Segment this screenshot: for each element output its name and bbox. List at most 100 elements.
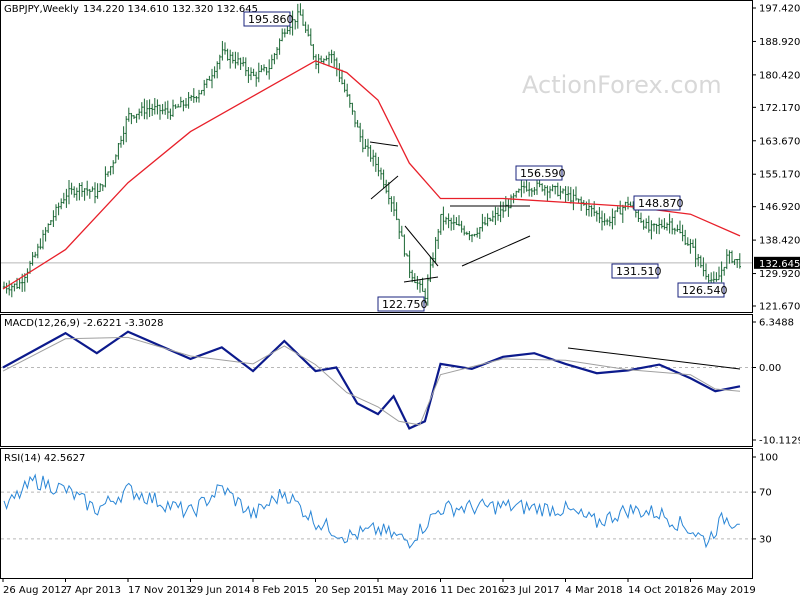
price-bar [23,273,26,292]
price-bar [343,79,346,93]
price-bar [273,52,276,65]
price-bar [382,169,385,189]
price-bar [392,196,396,217]
price-bar [671,218,674,235]
price-bar [67,179,71,205]
price-bar [5,282,8,294]
price-bar [658,217,661,235]
price-bar [647,215,650,233]
x-tick-label: 4 Mar 2018 [566,585,623,596]
price-bar [291,10,294,36]
price-bar [416,275,419,290]
price-bar [507,199,510,217]
last-price-badge [754,256,800,269]
price-bar [265,67,268,76]
price-bar [572,189,575,211]
macd-signal-line [2,336,741,426]
price-bar [182,99,185,112]
price-bar [49,220,52,226]
price-bar [294,19,297,30]
price-bar [101,184,104,192]
price-bar [424,288,427,304]
price-bar [613,210,617,226]
price-bar [171,99,175,117]
price-bar [405,253,409,257]
price-bar [728,250,731,264]
price-bar [260,64,263,73]
price-bar [83,188,86,201]
price-bar [465,231,468,236]
price-bar [148,99,151,118]
price-bar [312,44,315,60]
price-bar [96,183,99,199]
price-bar [720,261,723,283]
price-bar [359,122,362,143]
price-bar [468,231,471,241]
price-bar [366,138,370,157]
price-bar [221,40,224,61]
price-bar [132,115,136,119]
price-bar [91,186,94,192]
price-bar [190,94,193,101]
price-bar [275,46,279,60]
tag-box [677,282,725,298]
trend-lines [369,141,741,370]
price-bar [626,196,630,210]
price-bar [517,188,520,193]
tag-box [377,296,425,312]
price-bar [600,210,604,231]
price-bar [733,259,736,266]
watermark: ActionForex.com [522,71,722,99]
rsi-panel-frame [0,448,753,579]
price-bar [450,217,453,231]
x-tick-label: 17 Nov 2013 [128,585,192,596]
price-bar [223,42,227,55]
price-bar [548,186,552,199]
price-bar [704,263,708,280]
price-bar [348,94,351,108]
price-bar [637,210,640,222]
x-tick-label: 26 Aug 2012 [3,585,67,596]
price-bar [473,233,476,237]
price-bar [551,184,554,192]
price-bar [377,156,380,177]
price-bar [114,154,117,164]
price-bar [151,103,154,117]
price-bar [736,258,739,268]
price-bar [70,182,73,195]
price-bar [369,145,372,162]
price-bar [353,110,357,128]
price-bar [481,213,484,232]
price-bar [723,266,726,276]
price-bar [418,280,422,293]
price-bar [145,100,149,120]
price-bar [470,234,474,243]
price-bar [356,119,359,128]
price-bar [437,228,440,249]
tag-box [243,11,291,27]
price-bar [546,185,549,201]
price-bar [320,55,323,63]
price-bar [104,166,107,188]
price-bar [496,207,500,221]
price-bar [439,213,442,235]
price-bar [31,251,34,266]
price-bar [138,108,141,120]
price-bar [36,243,39,259]
tag-148870: 148.870 [638,197,684,210]
price-bar [642,219,645,230]
price-y-tick-label: 172.170 [759,103,800,114]
price-bar [569,186,572,204]
macd-line [2,330,741,430]
price-bar [2,281,6,289]
price-bar [93,182,97,204]
price-bar [554,185,557,195]
price-bar [156,99,159,115]
price-bar [655,223,658,234]
price-bar [249,67,253,81]
price-series [2,3,741,306]
tag-195860: 195.860 [248,13,294,26]
price-bar [106,171,110,177]
price-bar [686,237,689,246]
price-bar [119,135,123,148]
